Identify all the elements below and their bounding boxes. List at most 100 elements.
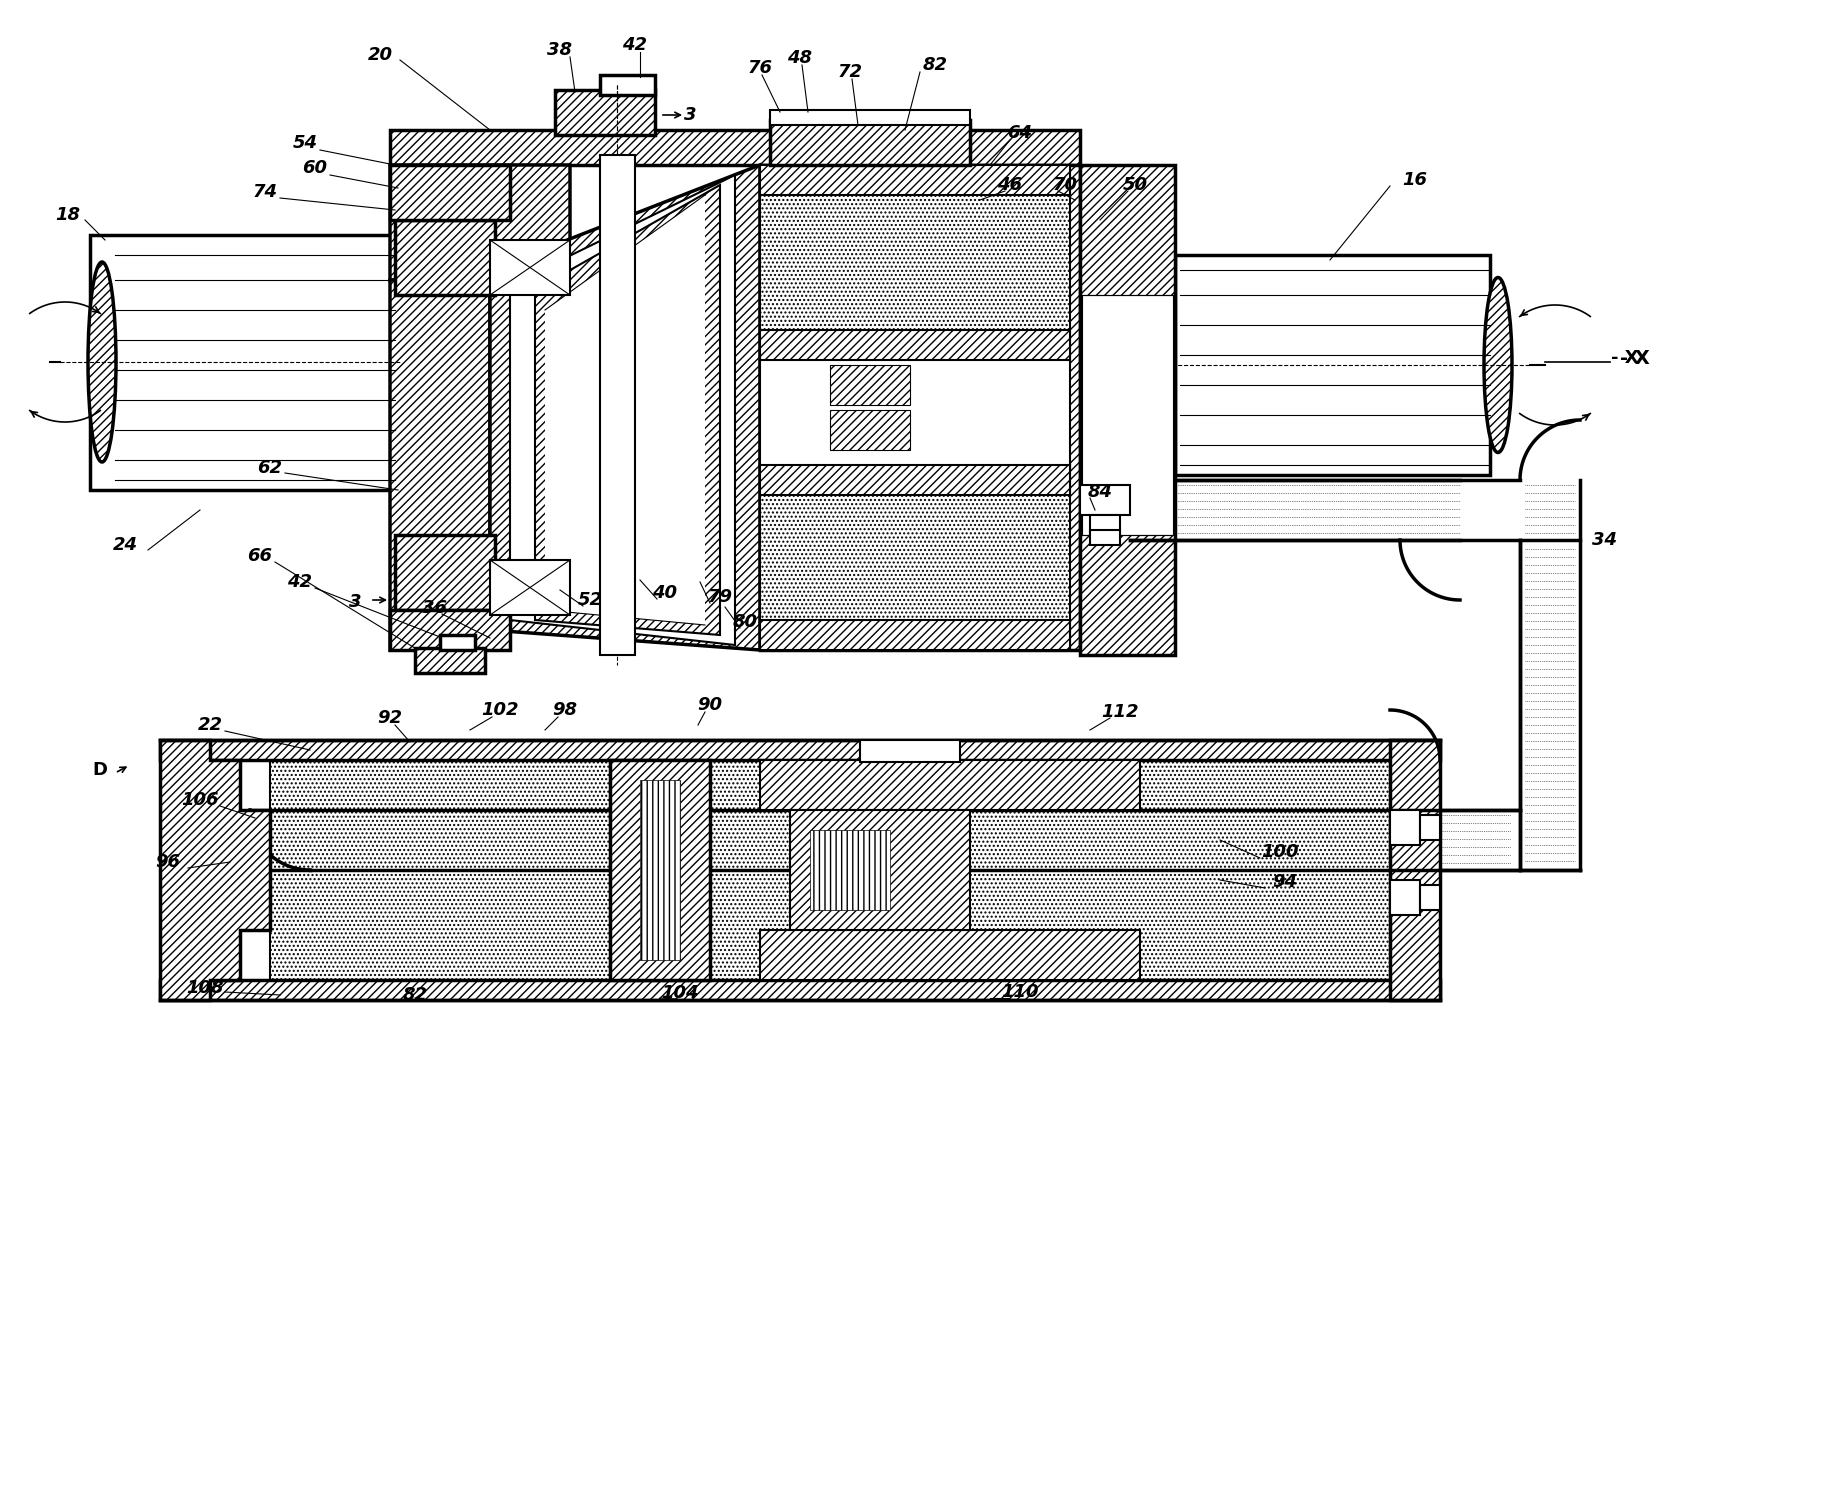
Text: 24: 24 xyxy=(113,536,137,554)
Bar xyxy=(396,535,494,610)
Text: D: D xyxy=(93,761,108,779)
Bar xyxy=(760,465,1070,651)
Text: 104: 104 xyxy=(662,983,698,1001)
Text: 92: 92 xyxy=(377,709,403,727)
Text: 96: 96 xyxy=(155,852,180,870)
Text: 76: 76 xyxy=(747,59,773,77)
Text: 40: 40 xyxy=(653,584,676,602)
Bar xyxy=(416,648,485,673)
Bar xyxy=(1079,166,1174,655)
Text: 100: 100 xyxy=(1260,843,1298,861)
Text: 66: 66 xyxy=(248,547,272,565)
Text: 74: 74 xyxy=(252,184,277,200)
Text: 62: 62 xyxy=(257,459,283,477)
Ellipse shape xyxy=(1484,277,1511,452)
Bar xyxy=(1389,739,1438,1000)
Text: 54: 54 xyxy=(292,134,317,152)
Bar xyxy=(760,620,1070,651)
Text: 42: 42 xyxy=(622,36,647,54)
Text: 34: 34 xyxy=(1591,532,1617,550)
Bar xyxy=(769,120,970,166)
Polygon shape xyxy=(534,185,720,636)
Text: 52: 52 xyxy=(578,590,602,608)
Text: 70: 70 xyxy=(1052,176,1077,194)
Bar xyxy=(1081,295,1172,535)
Polygon shape xyxy=(760,166,1079,651)
Bar xyxy=(1420,886,1438,910)
Bar xyxy=(760,166,1070,349)
Bar xyxy=(760,166,1070,194)
Polygon shape xyxy=(490,166,760,651)
Bar xyxy=(1090,530,1119,545)
Text: 36: 36 xyxy=(423,599,447,617)
Bar xyxy=(1389,880,1420,916)
Bar xyxy=(760,761,1139,810)
Text: 82: 82 xyxy=(922,56,946,74)
Bar xyxy=(490,560,569,614)
Polygon shape xyxy=(510,175,735,645)
Bar xyxy=(789,810,970,931)
Text: 46: 46 xyxy=(997,176,1023,194)
Bar xyxy=(859,739,959,762)
Text: - X: - X xyxy=(1619,348,1648,367)
Text: 84: 84 xyxy=(1087,483,1112,501)
Ellipse shape xyxy=(88,262,117,462)
Bar xyxy=(439,636,474,651)
Text: 108: 108 xyxy=(186,979,224,997)
Text: 110: 110 xyxy=(1001,983,1037,1001)
Bar xyxy=(396,220,494,295)
Bar xyxy=(1389,810,1420,845)
Text: 72: 72 xyxy=(837,63,862,81)
Text: 18: 18 xyxy=(55,206,80,224)
Text: 112: 112 xyxy=(1101,703,1138,721)
Bar xyxy=(390,166,510,220)
Bar xyxy=(1079,485,1130,515)
Bar xyxy=(600,155,634,655)
Bar xyxy=(390,130,1079,166)
Text: 22: 22 xyxy=(197,715,222,733)
Polygon shape xyxy=(390,270,490,651)
Bar xyxy=(160,739,1438,761)
Bar xyxy=(609,761,709,980)
Text: 106: 106 xyxy=(180,791,219,809)
Bar xyxy=(490,239,569,295)
Text: 90: 90 xyxy=(696,696,722,714)
Polygon shape xyxy=(160,739,270,1000)
Text: 42: 42 xyxy=(288,572,312,590)
Text: 3: 3 xyxy=(348,593,361,611)
Bar xyxy=(1081,295,1172,535)
Text: 80: 80 xyxy=(733,613,757,631)
Bar xyxy=(829,364,910,405)
Text: 64: 64 xyxy=(1006,123,1032,142)
Polygon shape xyxy=(390,166,569,280)
Polygon shape xyxy=(545,194,706,625)
Bar xyxy=(554,90,654,136)
Text: 60: 60 xyxy=(303,160,328,178)
Text: 48: 48 xyxy=(788,50,811,66)
Text: 20: 20 xyxy=(366,47,392,63)
Text: 94: 94 xyxy=(1272,873,1296,892)
Bar xyxy=(270,761,609,980)
Bar xyxy=(760,465,1070,495)
Text: - X: - X xyxy=(1610,349,1637,367)
Bar xyxy=(1090,515,1119,535)
Text: 102: 102 xyxy=(481,700,518,718)
Text: 16: 16 xyxy=(1402,172,1427,188)
Bar xyxy=(760,330,1070,360)
Bar xyxy=(640,780,680,959)
Bar xyxy=(1420,815,1438,840)
Text: 3: 3 xyxy=(684,105,696,123)
Bar xyxy=(769,110,970,125)
Text: 79: 79 xyxy=(707,587,733,605)
Bar xyxy=(760,931,1139,980)
Text: 82: 82 xyxy=(403,986,427,1005)
Bar xyxy=(829,410,910,450)
Bar xyxy=(160,980,1438,1000)
Text: 50: 50 xyxy=(1121,176,1147,194)
Text: 98: 98 xyxy=(552,700,578,718)
Bar xyxy=(1174,255,1489,474)
Bar xyxy=(390,610,510,651)
Bar xyxy=(89,235,396,489)
Bar xyxy=(709,761,1389,980)
Bar xyxy=(809,830,890,910)
